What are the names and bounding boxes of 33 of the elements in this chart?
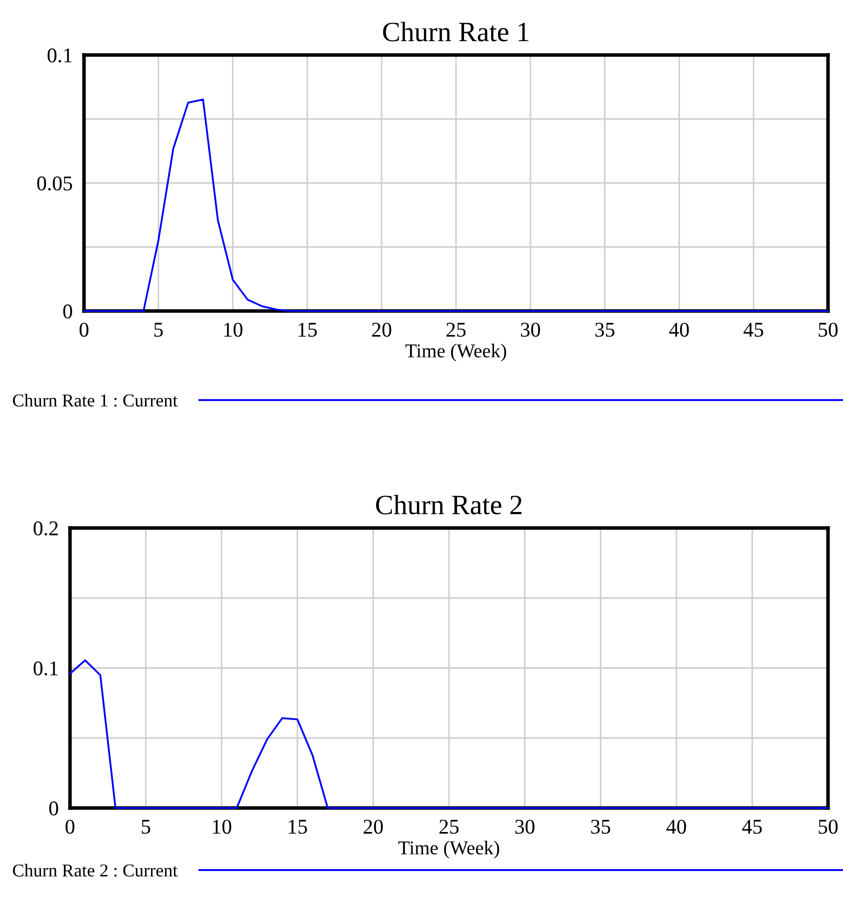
x-tick-label: 30 <box>515 820 534 834</box>
x-tick-label: 15 <box>288 820 308 834</box>
y-tick-label: 0.05 <box>37 176 72 191</box>
x-axis-title: Time (Week) <box>398 840 500 858</box>
x-tick-label: 20 <box>364 820 383 834</box>
x-tick-label: 45 <box>744 322 764 337</box>
x-tick-label: 5 <box>142 820 150 834</box>
y-tick-label: 0.2 <box>34 521 58 536</box>
x-tick-label: 35 <box>591 820 610 834</box>
x-tick-label: 25 <box>440 820 459 834</box>
y-tick-label: 0 <box>49 801 58 816</box>
x-tick-label: 20 <box>372 322 392 337</box>
x-tick-label: 35 <box>595 322 614 337</box>
chart-title: Churn Rate 2 <box>376 494 522 514</box>
x-tick-label: 40 <box>666 820 686 834</box>
y-tick-label: 0.1 <box>48 48 72 63</box>
y-tick-label: 0.1 <box>34 661 58 676</box>
text: Churn Rate 2 : Current <box>12 864 178 877</box>
x-tick-label: 50 <box>818 820 838 834</box>
x-tick-label: 45 <box>742 820 762 834</box>
chart-title: Churn Rate 1 <box>383 22 528 42</box>
x-tick-label: 15 <box>298 322 317 337</box>
x-tick-label: 10 <box>213 820 232 834</box>
x-tick-label: 25 <box>446 322 466 337</box>
x-tick-label: 50 <box>818 322 838 337</box>
x-tick-label: 5 <box>154 322 163 337</box>
y-tick-label: 0 <box>63 304 72 318</box>
x-tick-label: 0 <box>80 322 88 337</box>
x-tick-label: 30 <box>520 322 540 337</box>
x-tick-label: 40 <box>669 322 689 337</box>
text: Churn Rate 1 : Current <box>12 394 178 407</box>
x-axis-title: Time (Week) <box>405 344 506 362</box>
x-tick-label: 10 <box>224 322 242 337</box>
